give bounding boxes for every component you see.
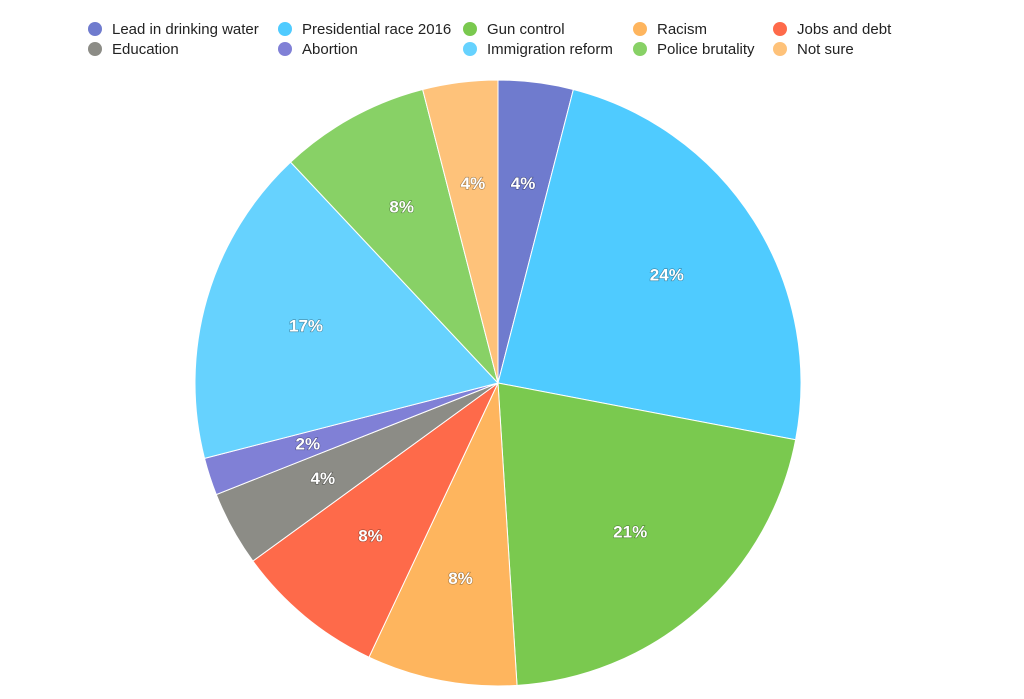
slice-data-label: 4% — [461, 174, 486, 193]
pie-slice — [194, 161, 499, 459]
pie-slice — [368, 382, 518, 687]
pie-slice — [497, 88, 802, 441]
legend-item: Lead in drinking water — [88, 20, 278, 38]
legend-item: Gun control — [463, 20, 633, 38]
legend-label: Abortion — [302, 40, 358, 58]
slice-data-label: 8% — [389, 197, 414, 216]
legend-label: Immigration reform — [487, 40, 613, 58]
legend-swatch — [773, 22, 787, 36]
slice-data-label: 24% — [650, 265, 684, 284]
pie-slice — [252, 382, 499, 658]
slice-data-label: 4% — [511, 174, 536, 193]
legend-item: Police brutality — [633, 40, 773, 58]
legend-item: Not sure — [773, 40, 913, 58]
pie-slice — [497, 382, 797, 686]
slice-data-label: 8% — [448, 569, 473, 588]
legend-swatch — [633, 22, 647, 36]
legend: Lead in drinking water Presidential race … — [88, 20, 948, 58]
legend-swatch — [463, 22, 477, 36]
legend-item: Immigration reform — [463, 40, 633, 58]
legend-item: Jobs and debt — [773, 20, 913, 38]
legend-swatch — [278, 22, 292, 36]
legend-label: Education — [112, 40, 179, 58]
legend-label: Police brutality — [657, 40, 755, 58]
legend-swatch — [463, 42, 477, 56]
slice-data-label: 2% — [296, 434, 321, 453]
legend-swatch — [278, 42, 292, 56]
slice-data-label: 8% — [358, 527, 383, 546]
legend-item: Education — [88, 40, 278, 58]
legend-label: Lead in drinking water — [112, 20, 259, 38]
slice-data-label: 17% — [289, 317, 323, 336]
legend-label: Jobs and debt — [797, 20, 892, 38]
legend-item: Racism — [633, 20, 773, 38]
slice-data-label: 4% — [311, 469, 336, 488]
pie-slice — [289, 88, 499, 384]
legend-label: Not sure — [797, 40, 854, 58]
pie-slice — [422, 79, 499, 384]
legend-item: Abortion — [278, 40, 463, 58]
legend-swatch — [773, 42, 787, 56]
legend-label: Presidential race 2016 — [302, 20, 452, 38]
legend-swatch — [88, 42, 102, 56]
slice-data-label: 21% — [613, 522, 647, 541]
legend-label: Gun control — [487, 20, 565, 38]
legend-swatch — [88, 22, 102, 36]
legend-label: Racism — [657, 20, 708, 38]
legend-swatch — [633, 42, 647, 56]
legend-item: Presidential race 2016 — [278, 20, 463, 38]
